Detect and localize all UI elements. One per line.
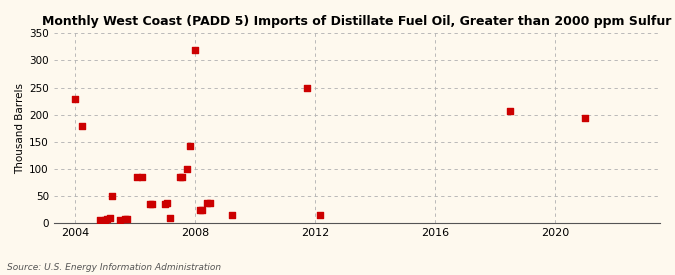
Point <box>227 213 238 217</box>
Point <box>315 213 325 217</box>
Point <box>194 207 205 212</box>
Point <box>144 202 155 206</box>
Point <box>105 216 115 220</box>
Point <box>504 109 515 113</box>
Point <box>165 216 176 220</box>
Point <box>77 124 88 128</box>
Point <box>114 218 125 223</box>
Point <box>302 85 313 90</box>
Point <box>205 200 215 205</box>
Point <box>137 175 148 179</box>
Y-axis label: Thousand Barrels: Thousand Barrels <box>15 83 25 174</box>
Point <box>122 217 133 222</box>
Title: Monthly West Coast (PADD 5) Imports of Distillate Fuel Oil, Greater than 2000 pp: Monthly West Coast (PADD 5) Imports of D… <box>43 15 672 28</box>
Point <box>197 207 208 212</box>
Point <box>182 167 193 171</box>
Point <box>70 97 80 102</box>
Point <box>102 217 113 221</box>
Point <box>177 175 188 179</box>
Point <box>95 218 105 223</box>
Point <box>190 47 200 52</box>
Point <box>159 202 170 206</box>
Point <box>99 218 110 223</box>
Point <box>132 175 142 179</box>
Point <box>174 175 185 179</box>
Point <box>119 217 130 222</box>
Point <box>184 143 195 148</box>
Point <box>580 116 591 121</box>
Text: Source: U.S. Energy Information Administration: Source: U.S. Energy Information Administ… <box>7 263 221 272</box>
Point <box>162 200 173 205</box>
Point <box>147 201 158 206</box>
Point <box>202 201 213 205</box>
Point <box>107 194 117 198</box>
